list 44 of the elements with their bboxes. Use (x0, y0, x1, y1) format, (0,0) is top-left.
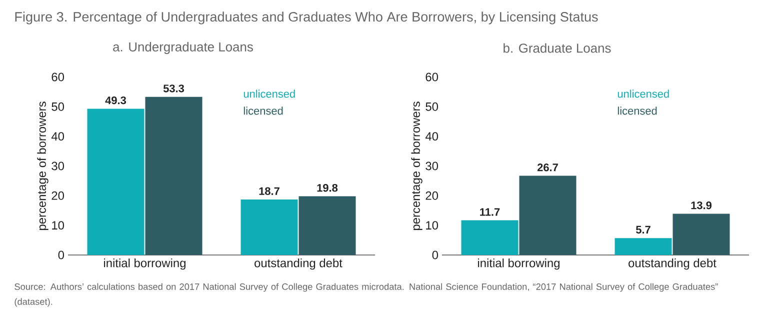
y-tick-label: 0 (58, 250, 64, 260)
data-label: 18.7 (259, 187, 280, 196)
bar (461, 220, 518, 255)
data-label: 13.9 (691, 201, 712, 210)
data-label: 5.7 (636, 226, 650, 234)
bar (87, 108, 144, 255)
y-tick-label: 0 (432, 250, 438, 260)
bar (614, 238, 672, 255)
data-label: 49.3 (105, 96, 126, 104)
chart-subtitle: b. Graduate Loans (504, 43, 611, 53)
x-tick-label: outstanding debt (254, 258, 342, 270)
data-label: 26.7 (537, 164, 558, 172)
bar (519, 176, 576, 255)
text: unlicensed (244, 90, 295, 98)
y-tick-label: 40 (425, 132, 438, 141)
y-tick-label: 50 (52, 102, 64, 111)
data-label: 53.3 (163, 84, 184, 92)
text: licensed (618, 106, 657, 115)
y-tick-label: 40 (51, 132, 64, 141)
x-tick-label: outstanding debt (628, 258, 716, 270)
data-label: 11.7 (480, 208, 500, 216)
y-tick-label: 10 (426, 221, 438, 230)
y-tick-label: 20 (426, 191, 438, 200)
chart-title: Figure 3. Percentage of Undergraduates and Graduates Who Are Borrowers, by Licensing Status (15, 12, 598, 24)
y-tick-label: 30 (52, 162, 64, 170)
data-label: 19.8 (317, 184, 338, 192)
bar (672, 214, 730, 255)
x-tick-label: initial borrowing (104, 258, 186, 270)
bar (298, 196, 356, 255)
text: unlicensed (618, 90, 669, 98)
x-tick-label: initial borrowing (478, 258, 560, 270)
y-tick-label: 20 (52, 191, 64, 200)
y-axis-title: percentage of borrowers (37, 102, 48, 230)
chart-subtitle: a. Undergraduate Loans (113, 42, 253, 54)
y-tick-label: 10 (52, 221, 64, 230)
bar (145, 96, 202, 255)
y-axis-title: percentage of borrowers (411, 102, 422, 230)
text: licensed (244, 106, 283, 115)
source-note: Source: Authors’ calculations based on 2017 National Survey of College Graduates microdata. National Science Foundation, “2017 National Survey of College Graduates” (dataset). (14, 283, 718, 307)
y-tick-label: 50 (426, 102, 438, 111)
y-tick-label: 60 (52, 72, 64, 82)
bar (240, 200, 298, 255)
y-tick-label: 30 (426, 162, 438, 170)
y-tick-label: 60 (426, 72, 438, 82)
